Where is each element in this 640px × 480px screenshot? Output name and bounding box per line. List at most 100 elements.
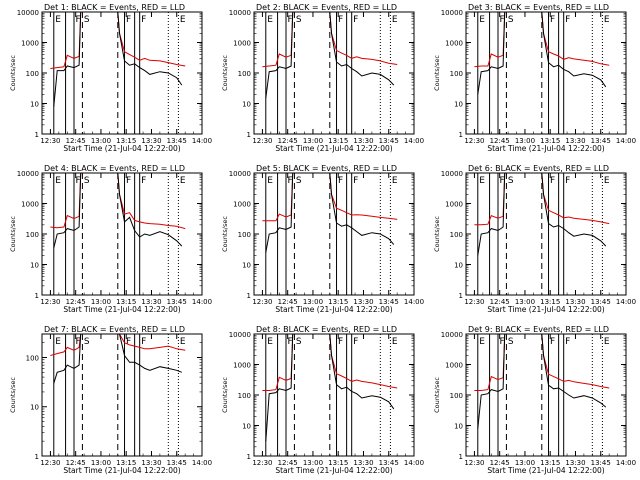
x-tick-label: 12:45	[490, 137, 510, 145]
x-tick-label: 14:00	[616, 137, 636, 145]
x-tick-label: 13:30	[565, 137, 585, 145]
time-marker-label: F	[126, 337, 131, 347]
y-tick-label: 100	[450, 231, 463, 239]
y-tick-label: 10000	[17, 170, 39, 178]
time-marker-label: F	[338, 176, 343, 186]
series-lld	[50, 333, 186, 356]
series-events	[265, 172, 395, 253]
x-tick-label: 13:30	[141, 137, 161, 145]
x-axis-label: Start Time (21-Jul-04 12:22:00)	[63, 144, 180, 153]
y-axis-label: Counts/sec	[9, 377, 17, 413]
x-tick-label: 13:00	[91, 298, 111, 306]
time-marker-label: F	[338, 15, 343, 25]
series-events	[265, 333, 395, 442]
series-lld	[262, 333, 398, 391]
x-tick-label: 13:15	[116, 298, 136, 306]
y-tick-label: 100	[450, 70, 463, 78]
time-marker-label: F	[76, 15, 81, 25]
x-axis-label: Start Time (21-Jul-04 12:22:00)	[63, 305, 180, 314]
x-tick-label: 13:00	[303, 137, 323, 145]
x-tick-label: 13:45	[167, 298, 187, 306]
time-marker-label: E	[55, 15, 61, 25]
time-marker-label: S	[84, 15, 90, 25]
time-marker-label: E	[180, 337, 186, 347]
time-marker-label: S	[296, 15, 302, 25]
x-axis-label: Start Time (21-Jul-04 12:22:00)	[487, 305, 604, 314]
y-tick-label: 10000	[229, 331, 251, 339]
time-marker-label: F	[76, 337, 81, 347]
time-marker-label: F	[565, 176, 570, 186]
y-tick-label: 10000	[441, 170, 463, 178]
x-tick-label: 13:00	[303, 459, 323, 467]
time-marker-label: F	[500, 176, 505, 186]
x-tick-label: 13:15	[540, 298, 560, 306]
time-marker-label: S	[296, 337, 302, 347]
time-marker-label: E	[604, 15, 610, 25]
x-tick-label: 12:30	[252, 298, 272, 306]
x-tick-label: 13:45	[591, 459, 611, 467]
series-lld	[50, 11, 186, 69]
x-tick-label: 14:00	[404, 137, 424, 145]
time-marker-label: F	[550, 15, 555, 25]
x-tick-label: 13:00	[91, 137, 111, 145]
x-axis-label: Start Time (21-Jul-04 12:22:00)	[275, 144, 392, 153]
y-axis-label: Counts/sec	[433, 216, 441, 252]
y-tick-label: 100	[26, 70, 39, 78]
x-tick-label: 13:15	[116, 137, 136, 145]
time-marker-label: E	[479, 15, 485, 25]
x-tick-label: 12:30	[40, 137, 60, 145]
x-axis-label: Start Time (21-Jul-04 12:22:00)	[487, 466, 604, 475]
time-marker-label: F	[126, 176, 131, 186]
x-tick-label: 14:00	[192, 298, 212, 306]
y-tick-label: 1000	[445, 362, 463, 370]
y-tick-label: 10	[242, 423, 251, 431]
time-marker-label: E	[392, 176, 398, 186]
y-tick-label: 10000	[17, 9, 39, 17]
y-tick-label: 1	[35, 131, 39, 139]
time-marker-label: E	[604, 176, 610, 186]
panel-title: Det 7: BLACK = Events, RED = LLD	[44, 325, 185, 334]
x-tick-label: 13:00	[515, 459, 535, 467]
x-tick-label: 13:15	[116, 459, 136, 467]
time-marker-label: F	[141, 337, 146, 347]
y-tick-label: 100	[26, 354, 39, 362]
series-events	[477, 11, 607, 95]
series-lld	[262, 11, 398, 68]
time-marker-label: F	[500, 337, 505, 347]
time-marker-label: F	[288, 15, 293, 25]
x-tick-label: 13:45	[591, 137, 611, 145]
y-tick-label: 10	[30, 404, 39, 412]
time-marker-label: E	[267, 176, 273, 186]
x-tick-label: 13:45	[379, 298, 399, 306]
y-tick-label: 10000	[229, 170, 251, 178]
panel-title: Det 8: BLACK = Events, RED = LLD	[256, 325, 397, 334]
series-events	[265, 11, 395, 99]
y-axis-label: Counts/sec	[221, 216, 229, 252]
x-tick-label: 12:45	[278, 137, 298, 145]
y-axis-label: Counts/sec	[221, 377, 229, 413]
y-tick-label: 10	[30, 262, 39, 270]
series-lld	[474, 11, 610, 68]
x-axis-label: Start Time (21-Jul-04 12:22:00)	[275, 466, 392, 475]
y-tick-label: 1	[247, 292, 251, 300]
y-axis-label: Counts/sec	[9, 216, 17, 252]
time-marker-label: F	[338, 337, 343, 347]
panel-det-7: Det 7: BLACK = Events, RED = LLD 1 10 100 12…	[9, 325, 212, 475]
series-lld	[474, 333, 610, 391]
panel-title: Det 9: BLACK = Events, RED = LLD	[468, 325, 609, 334]
time-marker-label: S	[84, 337, 90, 347]
time-marker-label: E	[180, 15, 186, 25]
x-tick-label: 14:00	[192, 459, 212, 467]
x-axis-label: Start Time (21-Jul-04 12:22:00)	[275, 305, 392, 314]
x-tick-label: 12:30	[464, 459, 484, 467]
y-tick-label: 1	[247, 453, 251, 461]
time-marker-label: F	[565, 15, 570, 25]
panel-det-3: Det 3: BLACK = Events, RED = LLD 1 10 100 10…	[433, 3, 636, 153]
time-marker-label: E	[604, 337, 610, 347]
panel-title: Det 6: BLACK = Events, RED = LLD	[468, 164, 609, 173]
y-tick-label: 10000	[441, 9, 463, 17]
x-tick-label: 14:00	[616, 459, 636, 467]
x-tick-label: 13:45	[591, 298, 611, 306]
x-tick-label: 13:15	[328, 298, 348, 306]
x-tick-label: 13:00	[303, 298, 323, 306]
